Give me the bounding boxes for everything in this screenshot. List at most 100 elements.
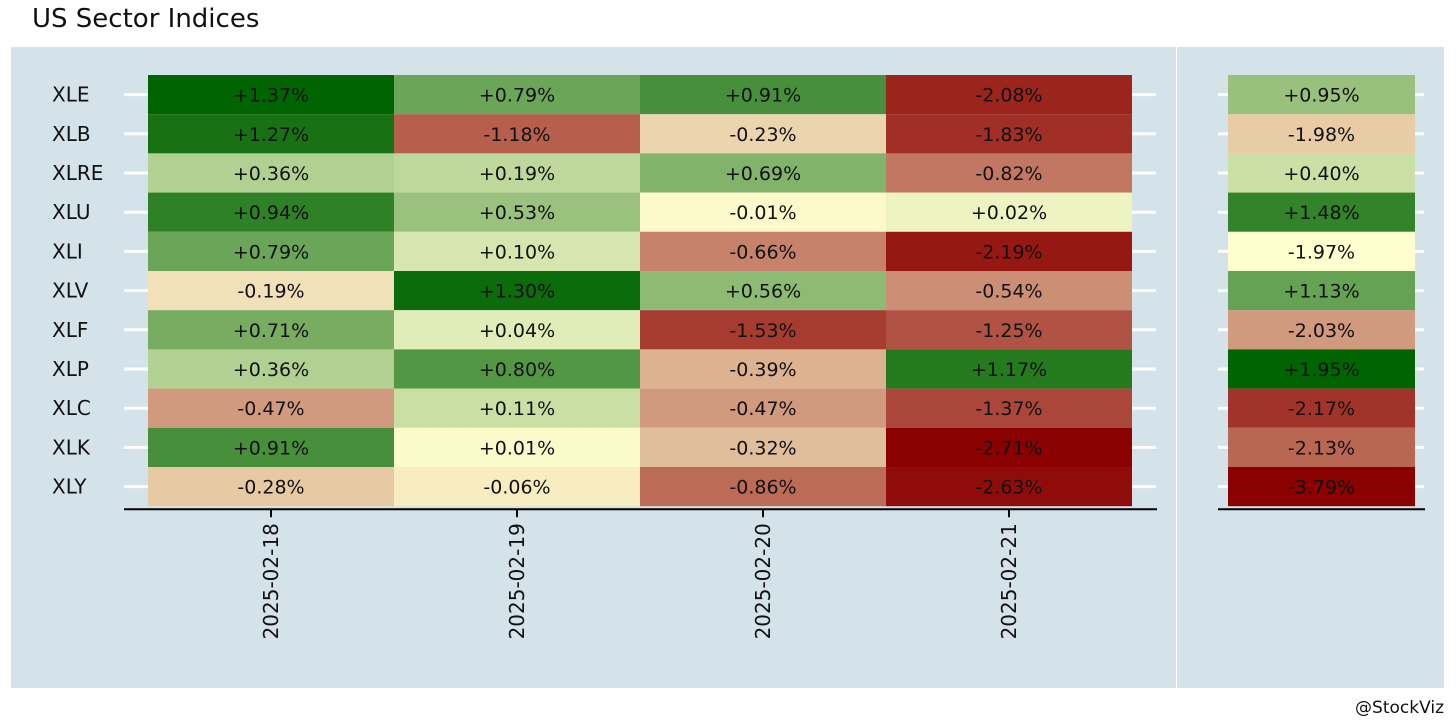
cell-label: +0.53% bbox=[479, 202, 555, 224]
cell-label: -1.25% bbox=[975, 320, 1042, 342]
heatmap-cell bbox=[886, 231, 1132, 271]
heatmap-cell bbox=[394, 310, 640, 350]
heatmap-cell bbox=[640, 467, 886, 507]
heatmap-cell bbox=[148, 349, 394, 389]
x-tick-label: 2025-02-20 bbox=[751, 523, 775, 639]
x-tick-label: 2025-02-19 bbox=[505, 523, 529, 639]
y-tick-label: XLU bbox=[52, 200, 91, 224]
cell-label: +1.17% bbox=[971, 359, 1047, 381]
x-tick-label: 2025-02-21 bbox=[997, 523, 1021, 639]
cell-label: +0.02% bbox=[971, 202, 1047, 224]
cell-label: +0.79% bbox=[479, 85, 555, 107]
heatmap-cell bbox=[394, 231, 640, 271]
y-tick-label: XLRE bbox=[52, 161, 103, 185]
heatmap-cell bbox=[148, 192, 394, 232]
heatmap-cell bbox=[640, 388, 886, 428]
cell-label: +0.91% bbox=[233, 437, 309, 459]
heatmap-cell bbox=[394, 427, 640, 467]
cell-label: +0.71% bbox=[233, 320, 309, 342]
heatmap-cell bbox=[148, 310, 394, 350]
y-tick-label: XLV bbox=[52, 279, 89, 303]
y-tick-label: XLB bbox=[52, 122, 91, 146]
heatmap-cell bbox=[640, 310, 886, 350]
chart-title: US Sector Indices bbox=[32, 4, 260, 34]
heatmap-cell bbox=[640, 231, 886, 271]
heatmap-cell bbox=[886, 349, 1132, 389]
y-tick-label: XLC bbox=[52, 396, 91, 420]
cell-label: +0.56% bbox=[725, 281, 801, 303]
summary-cell-label: -2.03% bbox=[1288, 320, 1355, 342]
x-tick-label: 2025-02-18 bbox=[259, 523, 283, 639]
summary-cell-label: -2.13% bbox=[1288, 437, 1355, 459]
heatmap-cell bbox=[148, 427, 394, 467]
cell-label: -0.32% bbox=[729, 437, 796, 459]
cell-label: -2.63% bbox=[975, 477, 1042, 499]
heatmap-cell bbox=[394, 75, 640, 115]
summary-cell bbox=[1228, 75, 1415, 115]
cell-label: +1.27% bbox=[233, 124, 309, 146]
cell-label: +0.10% bbox=[479, 241, 555, 263]
cell-label: -0.86% bbox=[729, 477, 796, 499]
cell-label: +0.19% bbox=[479, 163, 555, 185]
heatmap-cell bbox=[886, 467, 1132, 507]
heatmap-cell bbox=[640, 349, 886, 389]
cell-label: -0.19% bbox=[237, 281, 304, 303]
heatmap-cell bbox=[886, 427, 1132, 467]
cell-label: +0.36% bbox=[233, 359, 309, 381]
y-tick-label: XLY bbox=[52, 475, 87, 499]
heatmap-cell bbox=[886, 310, 1132, 350]
heatmap-cell bbox=[886, 75, 1132, 115]
cell-label: -0.82% bbox=[975, 163, 1042, 185]
cell-label: -0.47% bbox=[237, 398, 304, 420]
heatmap-cell bbox=[886, 271, 1132, 311]
summary-cell bbox=[1228, 271, 1415, 311]
cell-label: -1.83% bbox=[975, 124, 1042, 146]
heatmap-cell bbox=[640, 114, 886, 154]
heatmap-cell bbox=[148, 75, 394, 115]
cell-label: -1.37% bbox=[975, 398, 1042, 420]
heatmap-cell bbox=[148, 231, 394, 271]
cell-label: +0.04% bbox=[479, 320, 555, 342]
cell-label: +0.11% bbox=[479, 398, 555, 420]
y-tick-label: XLK bbox=[52, 435, 91, 459]
summary-cell bbox=[1228, 388, 1415, 428]
summary-cell-label: -1.97% bbox=[1288, 241, 1355, 263]
credit-label: @StockViz bbox=[1355, 698, 1444, 718]
summary-cell-label: -2.17% bbox=[1288, 398, 1355, 420]
heatmap-cell bbox=[886, 192, 1132, 232]
cell-label: -0.47% bbox=[729, 398, 796, 420]
summary-cell bbox=[1228, 114, 1415, 154]
heatmap-cell bbox=[394, 271, 640, 311]
heatmap-cell bbox=[148, 271, 394, 311]
cell-label: -0.23% bbox=[729, 124, 796, 146]
heatmap-cell bbox=[394, 192, 640, 232]
cell-label: +0.36% bbox=[233, 163, 309, 185]
summary-cell bbox=[1228, 153, 1415, 193]
heatmap-cell bbox=[394, 349, 640, 389]
summary-cell-label: -3.79% bbox=[1288, 477, 1355, 499]
summary-cell bbox=[1228, 231, 1415, 271]
summary-cell-label: +0.40% bbox=[1283, 163, 1359, 185]
summary-cell bbox=[1228, 349, 1415, 389]
y-tick-label: XLP bbox=[52, 357, 89, 381]
summary-cell-label: +1.48% bbox=[1283, 202, 1359, 224]
heatmap-cell bbox=[640, 427, 886, 467]
heatmap-cell bbox=[886, 114, 1132, 154]
summary-cell-label: +1.13% bbox=[1283, 281, 1359, 303]
summary-cell bbox=[1228, 467, 1415, 507]
cell-label: -0.28% bbox=[237, 477, 304, 499]
heatmap-cell bbox=[394, 388, 640, 428]
heatmap-cell bbox=[148, 114, 394, 154]
heatmap-cell bbox=[886, 153, 1132, 193]
cell-label: +0.01% bbox=[479, 437, 555, 459]
cell-label: +1.30% bbox=[479, 281, 555, 303]
heatmap-cell bbox=[886, 388, 1132, 428]
heatmap-cell bbox=[394, 114, 640, 154]
summary-cell-label: +0.95% bbox=[1283, 85, 1359, 107]
heatmap-cell bbox=[640, 153, 886, 193]
cell-label: +0.79% bbox=[233, 241, 309, 263]
cell-label: +0.94% bbox=[233, 202, 309, 224]
heatmap-cell bbox=[148, 153, 394, 193]
cell-label: +0.69% bbox=[725, 163, 801, 185]
